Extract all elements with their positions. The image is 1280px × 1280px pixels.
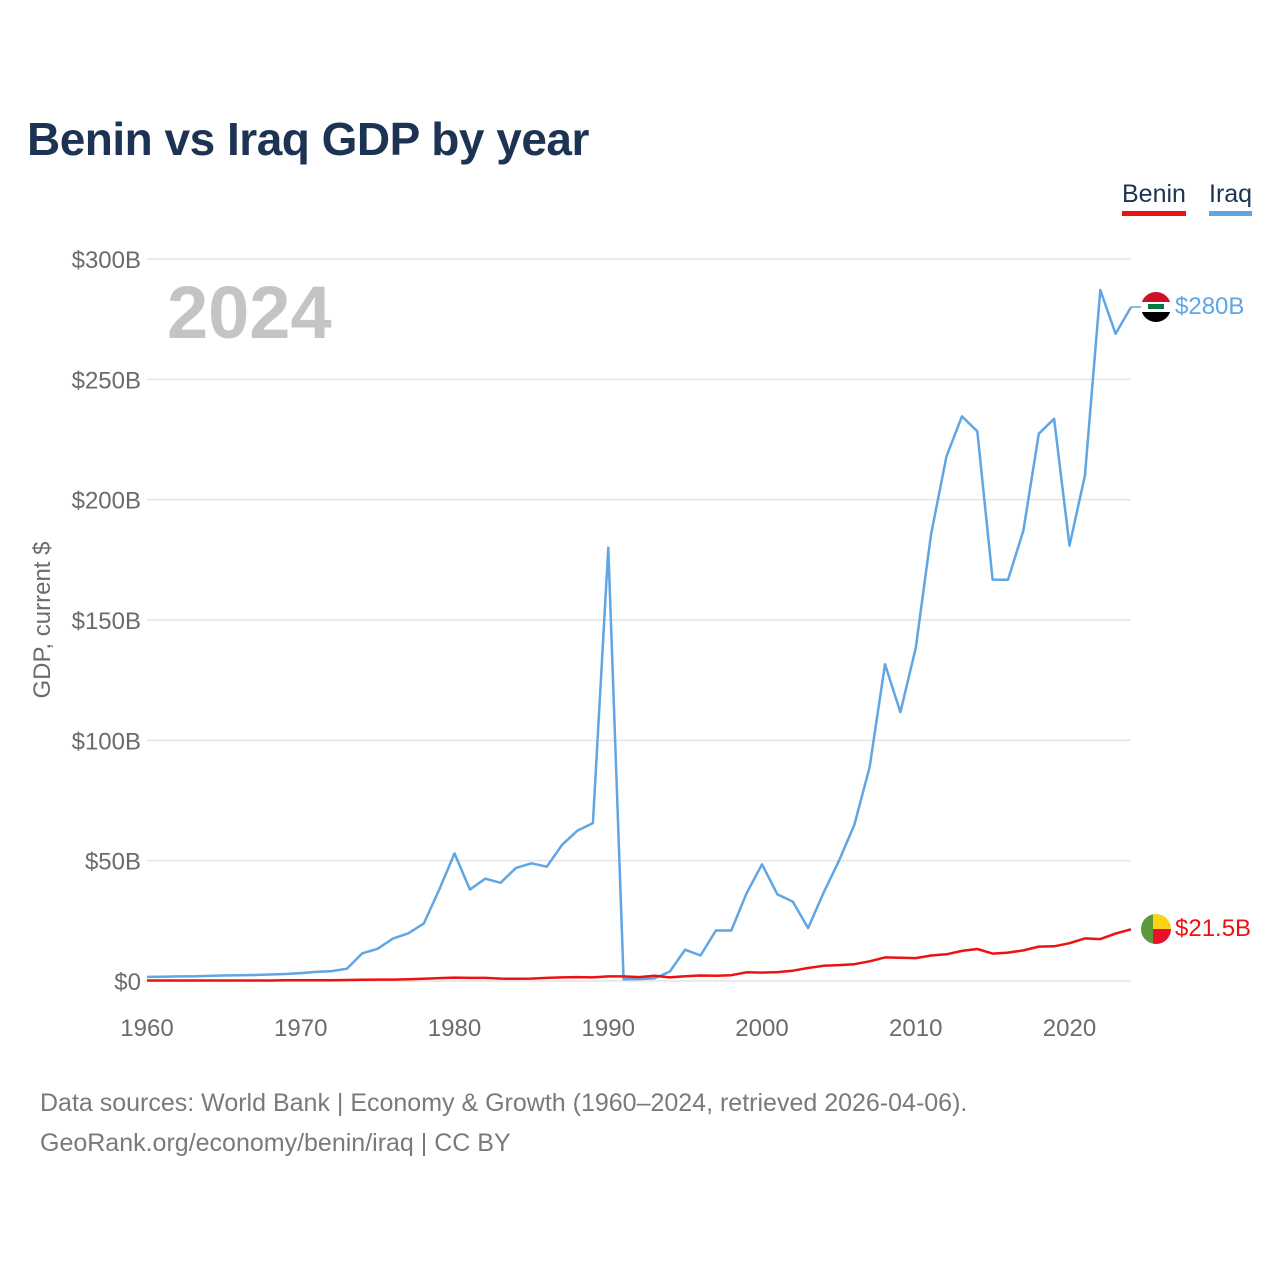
grid-lines — [147, 258, 1131, 982]
source-line-1: Data sources: World Bank | Economy & Gro… — [40, 1089, 968, 1117]
y-tick-label: $250B — [72, 367, 141, 394]
y-tick-label: $150B — [72, 608, 141, 635]
x-tick-label: 1970 — [274, 1015, 327, 1042]
x-tick-label: 2020 — [1043, 1015, 1096, 1042]
y-axis-ticks: $0 $50B $100B $150B $200B $250B $300B — [72, 247, 141, 996]
iraq-end-value: $280B — [1175, 293, 1244, 320]
series-line-benin[interactable] — [147, 928, 1132, 982]
source-line-2[interactable]: GeoRank.org/economy/benin/iraq | CC BY — [40, 1129, 511, 1157]
x-tick-label: 2010 — [889, 1015, 942, 1042]
y-axis-label: GDP, current $ — [29, 542, 56, 699]
y-tick-label: $200B — [72, 488, 141, 515]
x-tick-label: 1980 — [428, 1015, 481, 1042]
iraq-flag-icon — [1141, 292, 1171, 322]
y-tick-label: $0 — [114, 969, 141, 996]
end-markers: $280B $21.5B — [1131, 292, 1251, 944]
year-watermark: 2024 — [167, 271, 332, 354]
series-lines — [146, 288, 1133, 982]
x-tick-label: 1960 — [120, 1015, 173, 1042]
legend-item-benin[interactable]: Benin — [1122, 180, 1186, 216]
y-tick-label: $100B — [72, 728, 141, 755]
benin-end-value: $21.5B — [1175, 915, 1251, 942]
chart-title: Benin vs Iraq GDP by year — [27, 113, 589, 165]
x-tick-label: 1990 — [582, 1015, 635, 1042]
y-tick-label: $300B — [72, 247, 141, 274]
y-tick-label: $50B — [85, 849, 141, 876]
legend-item-iraq[interactable]: Iraq — [1209, 180, 1253, 216]
benin-flag-icon — [1141, 914, 1171, 944]
series-line-iraq[interactable] — [146, 288, 1133, 981]
x-tick-label: 2000 — [735, 1015, 788, 1042]
x-axis-ticks: 1960 1970 1980 1990 2000 2010 2020 — [120, 1015, 1096, 1042]
source-note: Data sources: World Bank | Economy & Gro… — [40, 1083, 967, 1163]
